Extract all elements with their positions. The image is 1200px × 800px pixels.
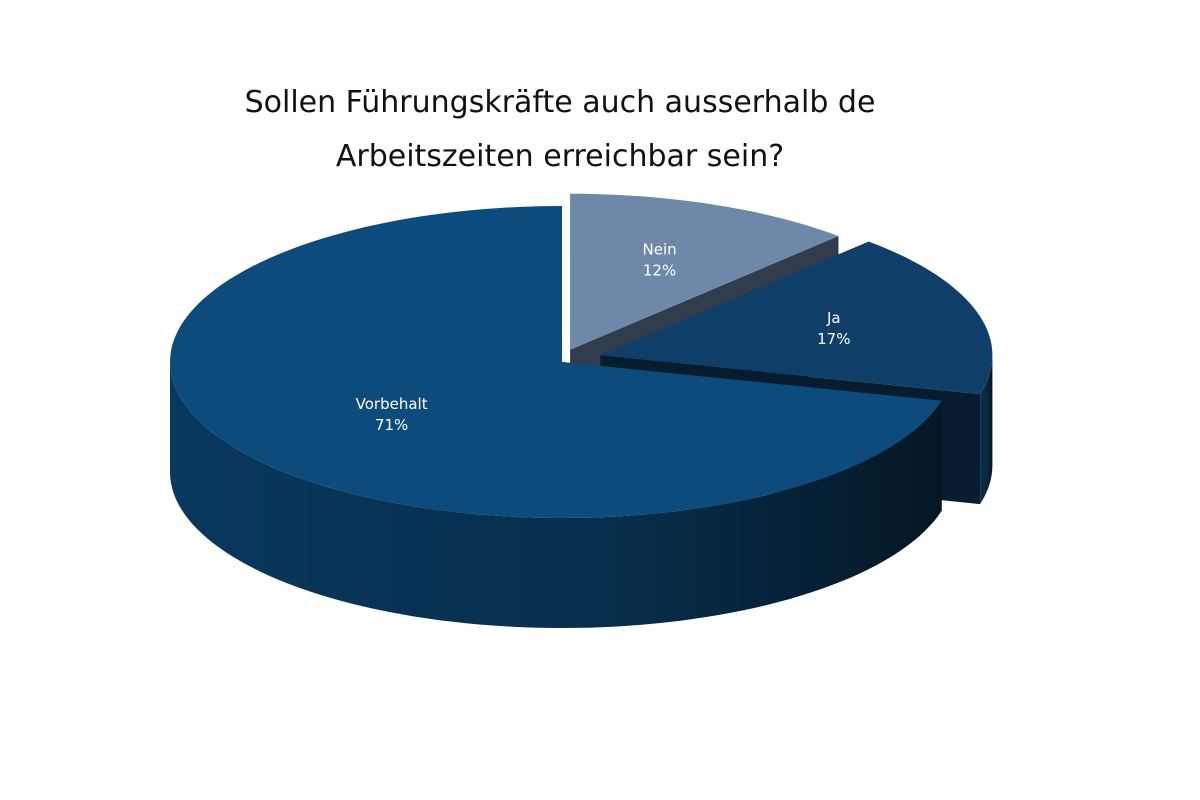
chart-title: Sollen Führungskräfte auch ausserhalb de: [245, 85, 876, 120]
slice-value: 12%: [643, 261, 676, 279]
slice-label: Ja: [826, 309, 841, 327]
slice-wall: [980, 355, 993, 505]
slice-value: 71%: [375, 416, 408, 434]
slice-wall: [170, 362, 942, 628]
slice-label: Vorbehalt: [356, 395, 428, 413]
pie-slice: [600, 241, 993, 395]
pie-slice: [570, 193, 839, 350]
pie-slice: [170, 206, 942, 518]
slice-value: 17%: [817, 330, 850, 348]
chart-title: Arbeitszeiten erreichbar sein?: [336, 139, 784, 174]
slice-label: Nein: [643, 240, 677, 258]
